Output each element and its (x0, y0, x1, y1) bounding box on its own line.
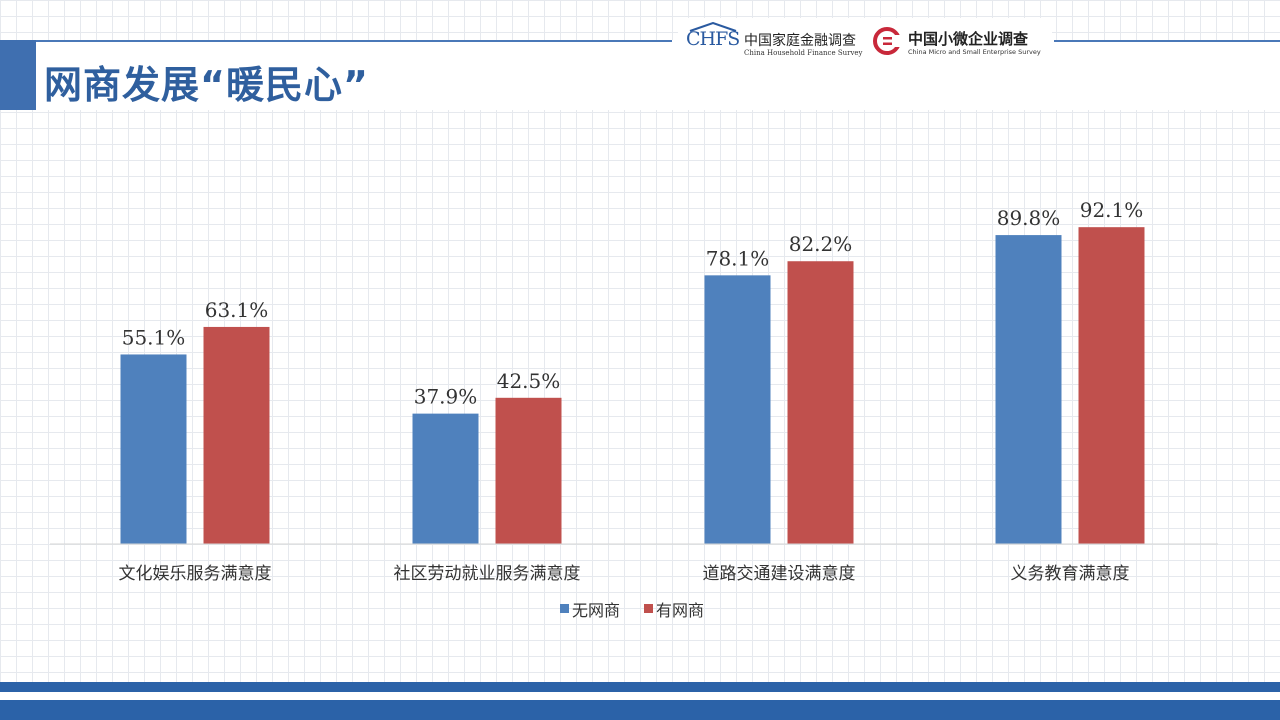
category-label-0: 文化娱乐服务满意度 (119, 564, 272, 584)
header-band (0, 40, 1280, 110)
chfs-logo-name-cn: 中国家庭金融调查 (744, 33, 856, 49)
category-label-2: 道路交通建设满意度 (703, 564, 856, 584)
data-label-with-2: 82.2% (789, 232, 853, 256)
legend-label-without: 无网商 (572, 601, 620, 620)
chfs-house-icon (689, 22, 737, 32)
data-label-without-1: 37.9% (414, 385, 478, 409)
cmes-c-icon (873, 27, 901, 55)
data-label-without-3: 89.8% (997, 206, 1061, 230)
cmes-logo-name-cn: 中国小微企业调查 (908, 30, 1029, 48)
footer-stripe-bottom (0, 700, 1280, 720)
page-title: 网商发展“暖民心” (44, 63, 369, 107)
category-label-3: 义务教育满意度 (1011, 564, 1130, 584)
bar-with-1 (495, 397, 562, 544)
bar-without-2 (704, 275, 771, 544)
bar-with-3 (1078, 227, 1145, 544)
data-label-without-2: 78.1% (706, 246, 770, 270)
title-accent-block (0, 40, 36, 110)
bar-with-0 (203, 326, 270, 544)
logo-area (678, 18, 1052, 62)
bar-without-0 (120, 354, 187, 544)
cmes-logo-name-en: China Micro and Small Enterprise Survey (908, 48, 1041, 56)
data-label-with-1: 42.5% (497, 369, 561, 393)
header-rule-right (1054, 40, 1280, 42)
bar-with-2 (787, 261, 854, 544)
legend-swatch-with (644, 604, 653, 613)
footer-stripe-top (0, 682, 1280, 692)
chfs-logo: CHFS 中国家庭金融调查 China Household Finance Su… (686, 22, 863, 60)
legend-swatch-without (560, 604, 569, 613)
data-label-with-0: 63.1% (205, 298, 269, 322)
data-label-without-0: 55.1% (122, 325, 186, 349)
footer-gap (0, 692, 1280, 700)
data-label-with-3: 92.1% (1080, 198, 1144, 222)
category-label-1: 社区劳动就业服务满意度 (394, 564, 581, 584)
legend-label-with: 有网商 (656, 601, 704, 620)
chfs-logo-name-en: China Household Finance Survey (744, 49, 863, 57)
legend: 无网商 有网商 (560, 601, 704, 620)
cmes-logo: 中国小微企业调查 China Micro and Small Enterpris… (872, 22, 1048, 60)
bar-without-3 (995, 235, 1062, 544)
bar-without-1 (412, 413, 479, 544)
chfs-logo-mark: CHFS (686, 28, 740, 50)
header-rule-left (36, 40, 672, 42)
